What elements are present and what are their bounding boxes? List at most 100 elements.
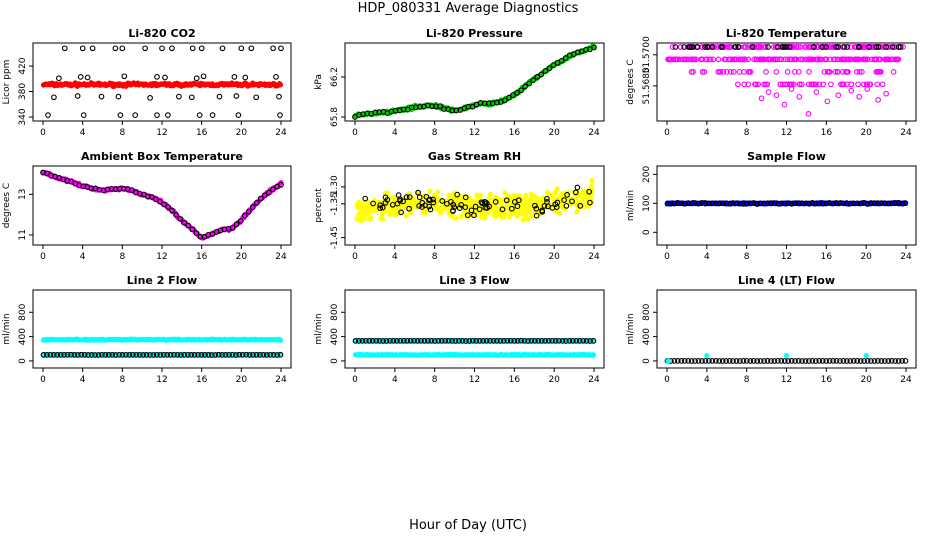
data-point-rh bbox=[580, 197, 586, 203]
y-tick-label: 800 bbox=[330, 303, 340, 320]
y-axis-label: ml/min bbox=[2, 313, 12, 344]
data-point-temp-level-2 bbox=[805, 56, 811, 63]
data-point-temp-level-3 bbox=[688, 69, 695, 75]
x-tick-label: 0 bbox=[352, 252, 358, 262]
data-point-rh-cal bbox=[456, 205, 463, 211]
data-point-cal-mid bbox=[200, 73, 207, 80]
data-point-rh-cal bbox=[458, 202, 465, 208]
x-tick-label: 20 bbox=[236, 128, 248, 138]
x-tick-label: 20 bbox=[860, 128, 872, 138]
data-point-sample-flow-cal bbox=[747, 200, 754, 207]
data-point-temp-level-1 bbox=[847, 44, 854, 50]
data-point-box-temp-cal bbox=[193, 230, 200, 236]
chart-panel-6: Line 2 Flow ml/min 0 4 8 12 16 20 24 0 400 800 bbox=[2, 274, 292, 385]
x-tick-label: 4 bbox=[392, 252, 398, 262]
x-tick-label: 16 bbox=[196, 128, 208, 138]
data-point-box-temp-cal bbox=[241, 212, 248, 219]
x-tick-label: 24 bbox=[900, 128, 912, 138]
chart-panel-4: Gas Stream RH percent 0 4 8 12 16 20 24 -1.45 -1.3… bbox=[314, 150, 605, 262]
data-point-cal-low bbox=[233, 93, 240, 99]
data-point-sample-flow-cal bbox=[692, 200, 698, 207]
data-point-pressure-cal bbox=[477, 100, 484, 106]
data-point-box-temp-cal bbox=[108, 185, 115, 192]
data-point-rh-cal bbox=[382, 199, 389, 206]
chart-panel-2: Li-820 Temperature degrees C 0 4 8 12 16 20 24 51… bbox=[626, 27, 917, 138]
data-point-temp-outliers bbox=[758, 95, 765, 102]
data-point-temp-outliers bbox=[781, 101, 788, 108]
data-point-sample-flow-cal bbox=[737, 200, 743, 207]
data-point-sample-flow-cal bbox=[837, 200, 843, 206]
data-point-temp-level-3 bbox=[730, 69, 737, 75]
data-point-temp-cal bbox=[833, 44, 839, 50]
data-point-rh bbox=[354, 216, 361, 222]
x-tick-label: 8 bbox=[744, 252, 750, 262]
data-point-ambient bbox=[277, 82, 284, 88]
chart-panel-1: Li-820 Pressure kPa 0 4 8 12 16 20 24 65.8 66.2 bbox=[314, 27, 605, 138]
data-point-temp-level-2 bbox=[774, 56, 781, 63]
data-point-temp-level-4 bbox=[741, 81, 748, 88]
data-point-line4-spikes bbox=[704, 352, 710, 359]
data-point-box-temp-cal bbox=[237, 218, 244, 224]
chart-title: Li-820 CO2 bbox=[128, 27, 195, 40]
data-point-cal-high bbox=[112, 45, 119, 52]
x-tick-label: 16 bbox=[509, 252, 521, 262]
y-tick-label: 0 bbox=[330, 358, 340, 364]
data-point-rh-cal bbox=[544, 199, 550, 205]
x-tick-label: 4 bbox=[80, 252, 86, 262]
data-point-sample-flow-cal bbox=[699, 200, 705, 206]
data-point-pressure-cal bbox=[558, 57, 565, 64]
data-point-box-temp-cal bbox=[128, 187, 135, 193]
data-point-temp-level-2 bbox=[788, 56, 795, 63]
y-axis-label: degrees C bbox=[626, 59, 636, 104]
chart-title: Li-820 Temperature bbox=[726, 27, 847, 40]
data-point-zero bbox=[45, 112, 51, 118]
data-point-temp-level-3 bbox=[773, 69, 780, 75]
data-point-rh-cal bbox=[450, 208, 456, 214]
data-point-rh bbox=[544, 190, 551, 196]
data-point-rh bbox=[457, 193, 463, 199]
data-point-cal-mid bbox=[273, 74, 279, 80]
x-tick-label: 16 bbox=[196, 375, 208, 385]
x-tick-label: 16 bbox=[821, 375, 833, 385]
data-point-temp-cal bbox=[709, 44, 715, 50]
data-point-cal-high bbox=[219, 45, 226, 52]
data-point-rh bbox=[435, 189, 441, 195]
x-tick-label: 0 bbox=[664, 375, 670, 385]
x-tick-label: 24 bbox=[588, 252, 600, 262]
data-point-pressure-cal bbox=[534, 74, 541, 80]
data-point-temp-level-4 bbox=[805, 81, 812, 88]
data-point-box-temp-cal bbox=[88, 185, 95, 192]
data-point-temp-level-4 bbox=[752, 81, 758, 88]
data-point-temp-level-2 bbox=[690, 56, 697, 63]
data-point-temp-level-4 bbox=[828, 81, 834, 88]
data-point-zero bbox=[165, 112, 171, 118]
data-point-cal-low bbox=[253, 94, 260, 101]
data-point-temp-level-2 bbox=[674, 56, 681, 63]
data-point-rh-cal bbox=[464, 212, 471, 219]
data-point-pressure-cal bbox=[453, 107, 460, 114]
data-point-box-temp-cal bbox=[145, 193, 151, 200]
chart-title: Sample Flow bbox=[747, 150, 826, 163]
y-tick-label: 400 bbox=[330, 328, 340, 345]
x-tick-label: 8 bbox=[432, 252, 438, 262]
data-point-temp-level-3 bbox=[856, 69, 863, 75]
data-point-temp-level-2 bbox=[860, 56, 867, 63]
data-point-sample-flow-cal bbox=[881, 200, 888, 207]
data-point-box-temp-cal bbox=[257, 195, 264, 202]
data-point-rh-cal bbox=[439, 198, 446, 204]
y-tick-label: 100 bbox=[642, 194, 652, 211]
data-point-sample-flow-cal bbox=[861, 199, 867, 206]
data-point-temp-level-4 bbox=[745, 81, 752, 88]
data-point-box-temp-cal bbox=[120, 185, 127, 192]
data-point-temp-level-4 bbox=[866, 81, 873, 88]
data-point-temp-level-4 bbox=[874, 81, 881, 88]
data-point-rh bbox=[406, 202, 413, 208]
y-tick-label: 420 bbox=[18, 57, 28, 74]
chart-title: Line 4 (LT) Flow bbox=[738, 274, 835, 287]
data-point-sample-flow-cal bbox=[878, 200, 885, 206]
data-point-cal-high bbox=[119, 45, 126, 52]
data-point-sample-flow-cal bbox=[868, 200, 874, 206]
data-point-sample-flow-cal bbox=[712, 200, 719, 207]
x-tick-label: 8 bbox=[744, 128, 750, 138]
